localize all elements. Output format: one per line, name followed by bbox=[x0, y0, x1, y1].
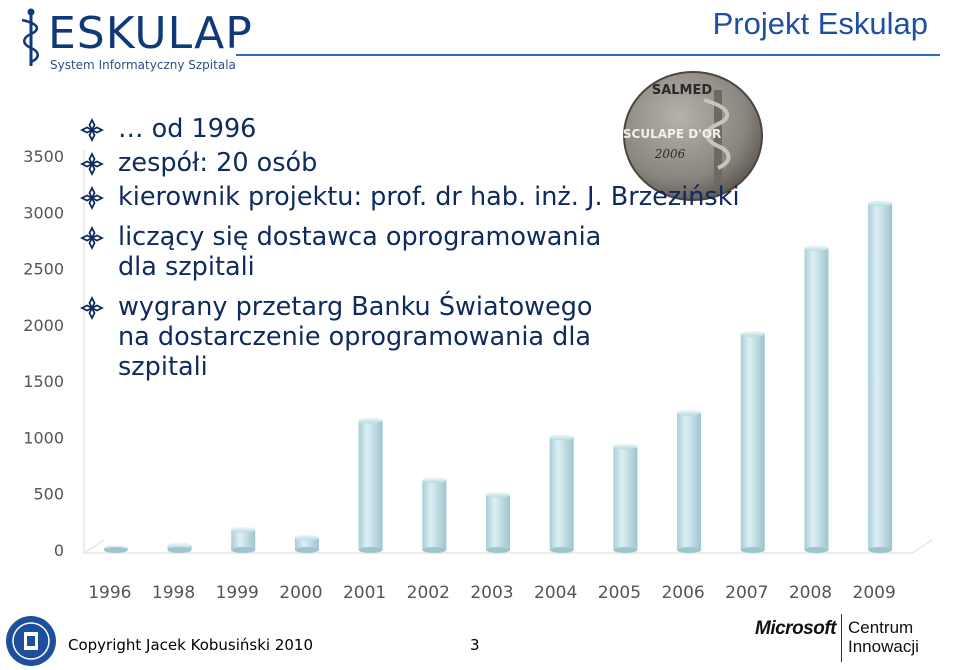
y-tick-label: 2000 bbox=[23, 316, 64, 335]
y-tick-label: 3000 bbox=[23, 203, 64, 222]
bar bbox=[868, 200, 893, 553]
y-tick-label: 2500 bbox=[23, 260, 64, 279]
bar bbox=[103, 544, 128, 553]
x-tick-label: 1996 bbox=[88, 583, 131, 603]
bar bbox=[677, 409, 702, 553]
bar bbox=[740, 330, 765, 553]
x-tick-label: 2004 bbox=[534, 583, 577, 603]
bullet-text: liczący się dostawca oprogramowania bbox=[118, 222, 602, 252]
y-tick-label: 500 bbox=[33, 485, 64, 504]
bullet-item: liczący się dostawca oprogramowania dla … bbox=[80, 222, 880, 282]
microsoft-logo: Microsoft bbox=[755, 618, 837, 639]
x-tick-label: 2001 bbox=[343, 583, 386, 603]
x-tick-label: 2003 bbox=[470, 583, 513, 603]
x-axis-ticks: 1996 1998 1999 2000 2001 2002 2003 2004 2005 2006… bbox=[88, 583, 896, 603]
medal-middle-text: ESCULAPE D'OR bbox=[622, 127, 721, 141]
bullet-text: zespół: 20 osób bbox=[118, 148, 318, 178]
bullet-text: … od 1996 bbox=[118, 114, 257, 144]
y-tick-label: 3500 bbox=[23, 147, 64, 166]
bullet-item: zespół: 20 osób bbox=[80, 148, 880, 178]
footer-divider bbox=[841, 614, 842, 662]
centrum-innowacji-label: Centrum Innowacji bbox=[848, 618, 948, 656]
header-divider bbox=[236, 54, 940, 56]
logo-word: ESKULAP bbox=[48, 8, 253, 59]
y-tick-label: 0 bbox=[54, 541, 64, 560]
chart-frame bbox=[83, 150, 933, 554]
medal-year-text: 2006 bbox=[654, 147, 686, 161]
x-tick-label: 2006 bbox=[661, 583, 704, 603]
copyright-text: Copyright Jacek Kobusiński 2010 bbox=[68, 636, 314, 654]
bullet-item: wygrany przetarg Banku Światowego na dos… bbox=[80, 292, 880, 382]
bar bbox=[486, 491, 510, 553]
x-tick-label: 2002 bbox=[407, 583, 450, 603]
bar bbox=[231, 526, 256, 553]
y-axis-ticks: 0 500 1000 1500 2000 2500 3000 3500 bbox=[23, 147, 64, 560]
bar bbox=[613, 443, 638, 553]
x-tick-label: 1999 bbox=[216, 583, 259, 603]
x-tick-label: 2005 bbox=[598, 583, 641, 603]
diamond-bullet-icon bbox=[80, 118, 104, 142]
logo-subtitle: System Informatyczny Szpitala bbox=[50, 58, 236, 72]
diamond-bullet-icon bbox=[80, 226, 104, 250]
bars bbox=[103, 200, 893, 553]
bar bbox=[804, 245, 829, 553]
project-title: Projekt Eskulap bbox=[712, 6, 928, 41]
bar bbox=[549, 434, 574, 553]
bullet-text: wygrany przetarg Banku Światowego bbox=[118, 292, 593, 322]
diamond-bullet-icon bbox=[80, 152, 104, 176]
bar bbox=[422, 477, 447, 553]
bullet-list: … od 1996 zespół: 20 osób kierownik proj… bbox=[80, 114, 880, 386]
bullet-text-line3: szpitali bbox=[118, 352, 208, 382]
x-tick-label: 1998 bbox=[152, 583, 195, 603]
bullet-item: kierownik projektu: prof. dr hab. inż. J… bbox=[80, 182, 880, 212]
eskulap-logo: ESKULAP System Informatyczny Szpitala bbox=[14, 6, 252, 72]
x-tick-label: 2000 bbox=[279, 583, 322, 603]
university-seal-icon bbox=[6, 616, 56, 666]
x-tick-label: 2008 bbox=[789, 583, 832, 603]
caduceus-icon bbox=[21, 8, 39, 66]
bar bbox=[294, 534, 319, 553]
x-tick-label: 2009 bbox=[853, 583, 896, 603]
bullet-text-line2: dla szpitali bbox=[118, 252, 255, 282]
bar bbox=[167, 542, 192, 553]
innowacji-label: Innowacji bbox=[848, 637, 919, 656]
y-tick-label: 1500 bbox=[23, 372, 64, 391]
diamond-bullet-icon bbox=[80, 186, 104, 210]
x-tick-label: 2007 bbox=[725, 583, 768, 603]
page-number: 3 bbox=[470, 636, 480, 654]
y-tick-label: 1000 bbox=[23, 428, 64, 447]
medal-top-text: SALMED bbox=[652, 83, 713, 98]
centrum-label: Centrum bbox=[848, 618, 914, 637]
bar bbox=[358, 417, 383, 553]
bullet-text-line2: na dostarczenie oprogramowania dla bbox=[118, 322, 592, 352]
bullet-text: kierownik projektu: prof. dr hab. inż. J… bbox=[118, 182, 740, 212]
bullet-item: … od 1996 bbox=[80, 114, 880, 144]
diamond-bullet-icon bbox=[80, 296, 104, 320]
medal-image: SALMED ESCULAPE D'OR 2006 bbox=[622, 71, 763, 201]
